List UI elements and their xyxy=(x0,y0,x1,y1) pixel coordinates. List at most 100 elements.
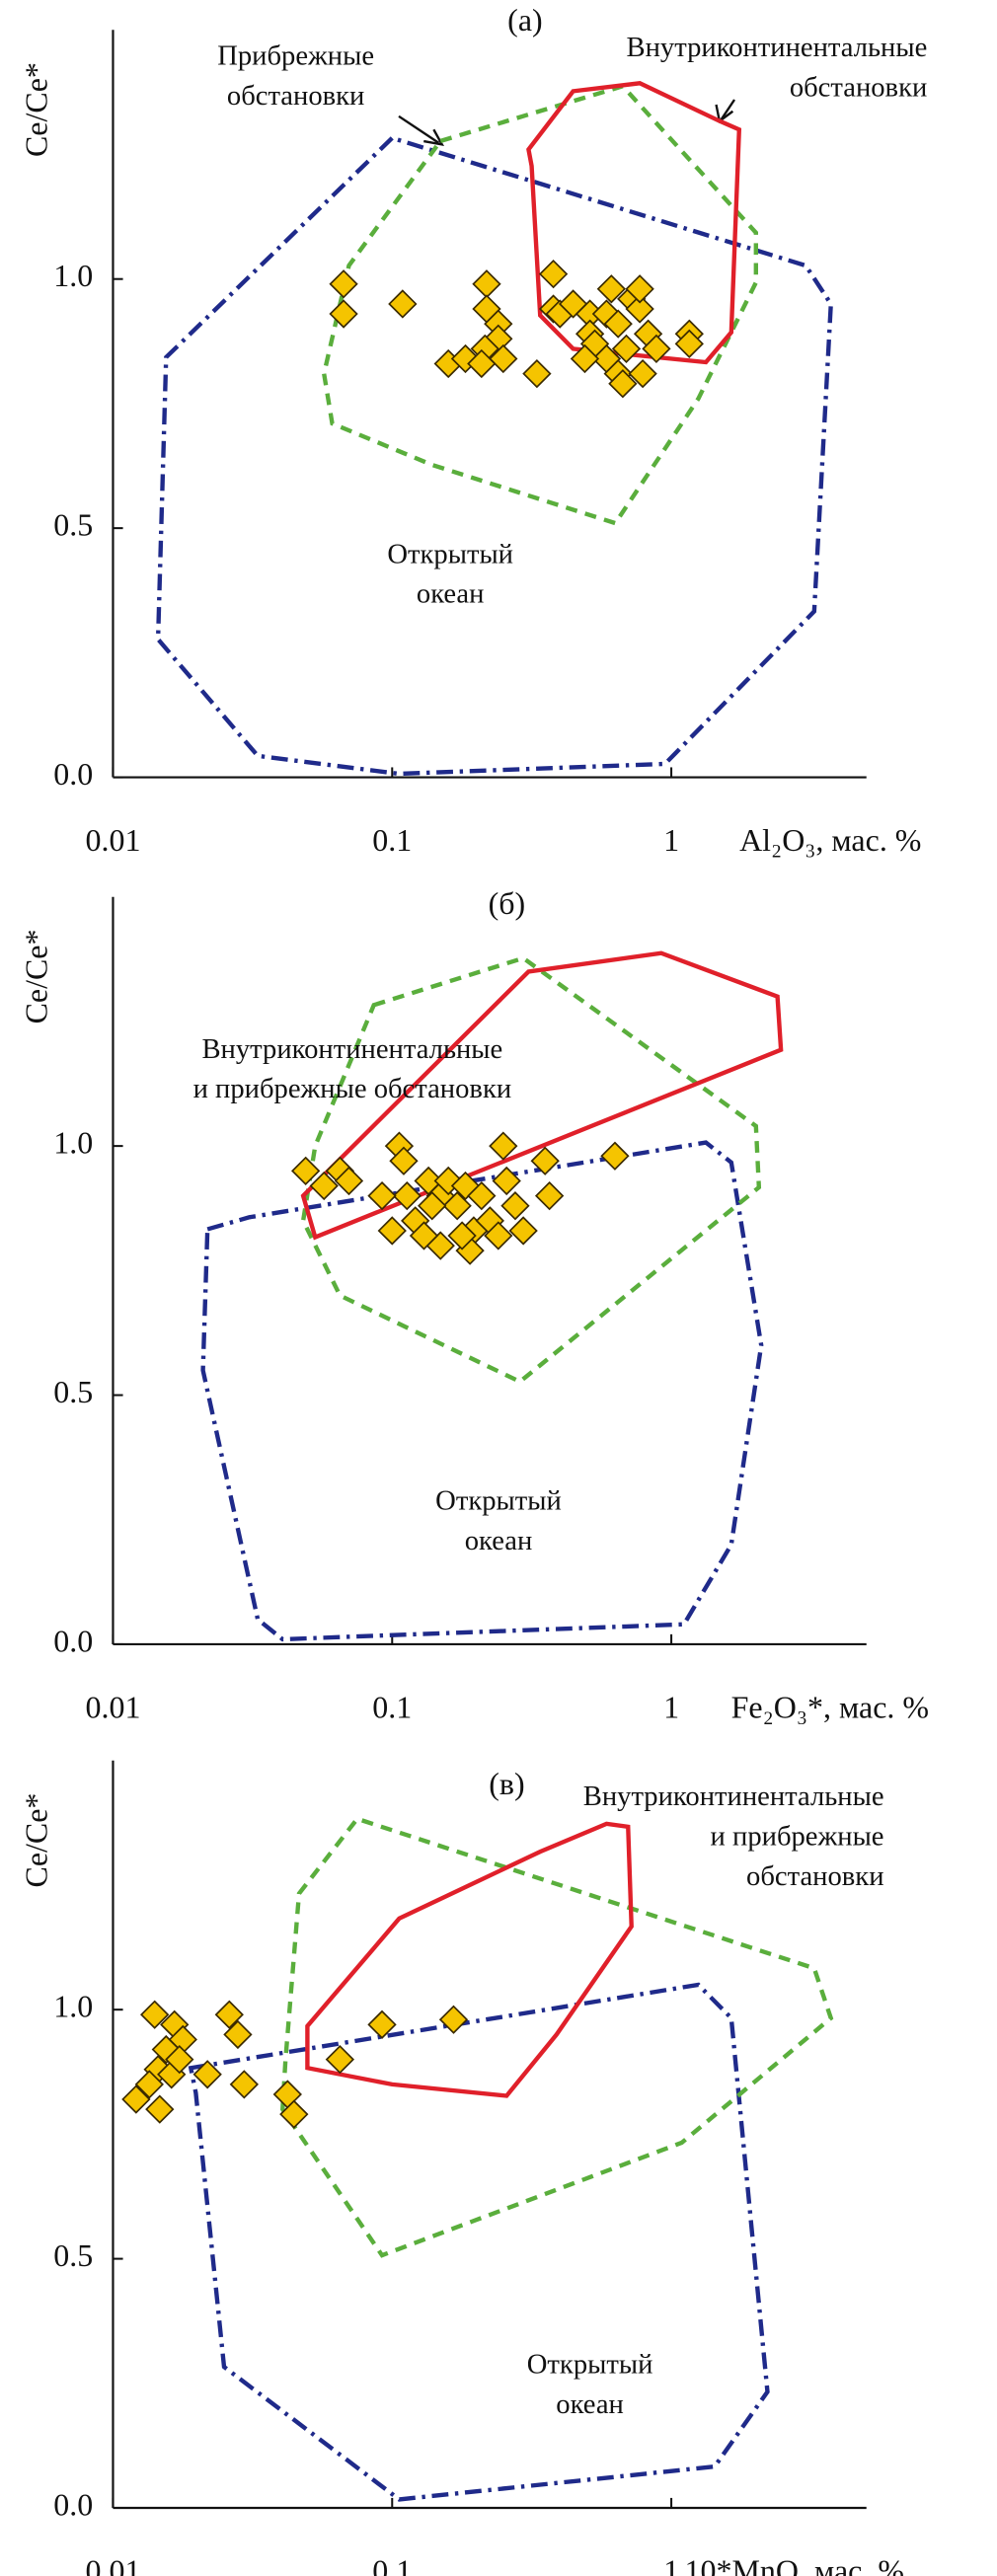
data-point xyxy=(229,2070,259,2099)
annotation: обстановки xyxy=(227,81,364,112)
annotation: Открытый xyxy=(387,539,513,569)
arrow-head xyxy=(423,128,445,147)
region-outline xyxy=(526,81,742,365)
data-point xyxy=(409,1221,439,1250)
data-point xyxy=(329,299,358,329)
data-point xyxy=(134,2070,164,2099)
data-point xyxy=(608,369,638,399)
data-point xyxy=(472,269,501,299)
x-tick-label: 0.01 xyxy=(85,2554,140,2576)
data-point xyxy=(508,1216,538,1246)
data-point xyxy=(377,1216,407,1246)
data-point xyxy=(450,343,481,374)
annotation: океан xyxy=(465,1526,533,1556)
data-point xyxy=(214,2000,244,2029)
data-point xyxy=(600,1141,630,1171)
data-point xyxy=(442,1191,472,1221)
data-point xyxy=(309,1171,339,1201)
y-tick-label: 0.0 xyxy=(53,1624,93,1658)
x-tick-label: 0.01 xyxy=(85,823,140,858)
x-axis-label: Al₂O₃, мас. % xyxy=(739,823,921,858)
chart-title: (б) xyxy=(489,886,526,921)
data-point xyxy=(145,2094,175,2124)
y-axis-label: Ce/Ce* xyxy=(20,1793,54,1888)
data-point xyxy=(625,294,654,324)
region-outline xyxy=(321,83,758,526)
x-axis-label: Fe₂O₃*, мас. % xyxy=(731,1691,929,1725)
x-axis-label: 10*MnO, мас. % xyxy=(685,2554,904,2576)
region-outline xyxy=(155,135,833,777)
data-point xyxy=(389,1146,419,1175)
annotation: обстановки xyxy=(790,72,927,103)
data-point xyxy=(165,2045,194,2075)
arrow-line xyxy=(720,99,736,120)
data-point xyxy=(438,2005,469,2034)
data-point xyxy=(450,1171,481,1201)
x-tick-label: 0.1 xyxy=(372,1691,412,1725)
data-point xyxy=(596,274,627,304)
data-point xyxy=(418,1191,447,1221)
region-outline xyxy=(305,1821,634,2098)
data-point xyxy=(392,1180,422,1211)
chart-title: (а) xyxy=(507,3,542,38)
data-point xyxy=(674,329,704,358)
annotation: и прибрежные обстановки xyxy=(193,1074,512,1104)
data-point xyxy=(467,1180,497,1211)
y-tick-label: 1.0 xyxy=(53,259,93,293)
x-tick-label: 0.1 xyxy=(372,823,412,858)
data-point xyxy=(530,1146,560,1175)
data-point xyxy=(522,358,552,389)
region-outline xyxy=(280,1816,834,2258)
x-tick-label: 1 xyxy=(663,2554,679,2576)
y-tick-label: 1.0 xyxy=(53,1125,93,1160)
region-outline xyxy=(188,1982,770,2502)
data-point xyxy=(121,2084,151,2114)
arrow-line xyxy=(398,114,440,144)
annotation: и прибрежные xyxy=(711,1821,884,1852)
data-point xyxy=(484,1221,513,1250)
region-outline xyxy=(200,1140,764,1642)
y-tick-label: 0.5 xyxy=(53,2238,93,2273)
annotation: Внутриконтинентальные xyxy=(201,1034,502,1065)
y-tick-label: 0.0 xyxy=(53,757,93,792)
data-point xyxy=(492,1166,521,1196)
y-tick-label: 0.0 xyxy=(53,2487,93,2522)
annotation: обстановки xyxy=(746,1861,883,1892)
data-point xyxy=(570,343,600,374)
data-point xyxy=(538,260,569,289)
data-point xyxy=(447,1221,477,1250)
data-point xyxy=(591,299,622,329)
data-point xyxy=(290,1156,321,1186)
data-point xyxy=(611,334,642,364)
annotation: Прибрежные xyxy=(217,40,374,71)
annotation: океан xyxy=(556,2389,624,2420)
data-point xyxy=(489,1131,518,1161)
data-point xyxy=(500,1191,530,1221)
data-point xyxy=(642,334,671,364)
y-axis-label: Ce/Ce* xyxy=(20,62,54,157)
y-axis-label: Ce/Ce* xyxy=(20,930,54,1024)
annotation: Внутриконтинентальные xyxy=(627,33,928,63)
data-point xyxy=(603,309,633,339)
x-tick-label: 1 xyxy=(663,1691,679,1725)
annotation: Открытый xyxy=(435,1485,562,1516)
data-point xyxy=(367,1180,397,1211)
data-point xyxy=(325,2045,355,2075)
annotation: Внутриконтинентальные xyxy=(583,1781,884,1812)
data-point xyxy=(192,2060,222,2089)
x-tick-label: 1 xyxy=(663,823,679,858)
data-point xyxy=(628,358,657,389)
data-point xyxy=(625,274,654,304)
chart-title: (в) xyxy=(489,1767,524,1801)
data-point xyxy=(367,2009,397,2039)
data-point xyxy=(467,348,497,379)
data-point xyxy=(140,2000,170,2029)
region-outline xyxy=(300,955,762,1385)
data-point xyxy=(329,269,358,299)
x-tick-label: 0.01 xyxy=(85,1691,140,1725)
y-tick-label: 1.0 xyxy=(53,1990,93,2024)
region-outline xyxy=(300,950,784,1241)
x-tick-label: 0.1 xyxy=(372,2554,412,2576)
